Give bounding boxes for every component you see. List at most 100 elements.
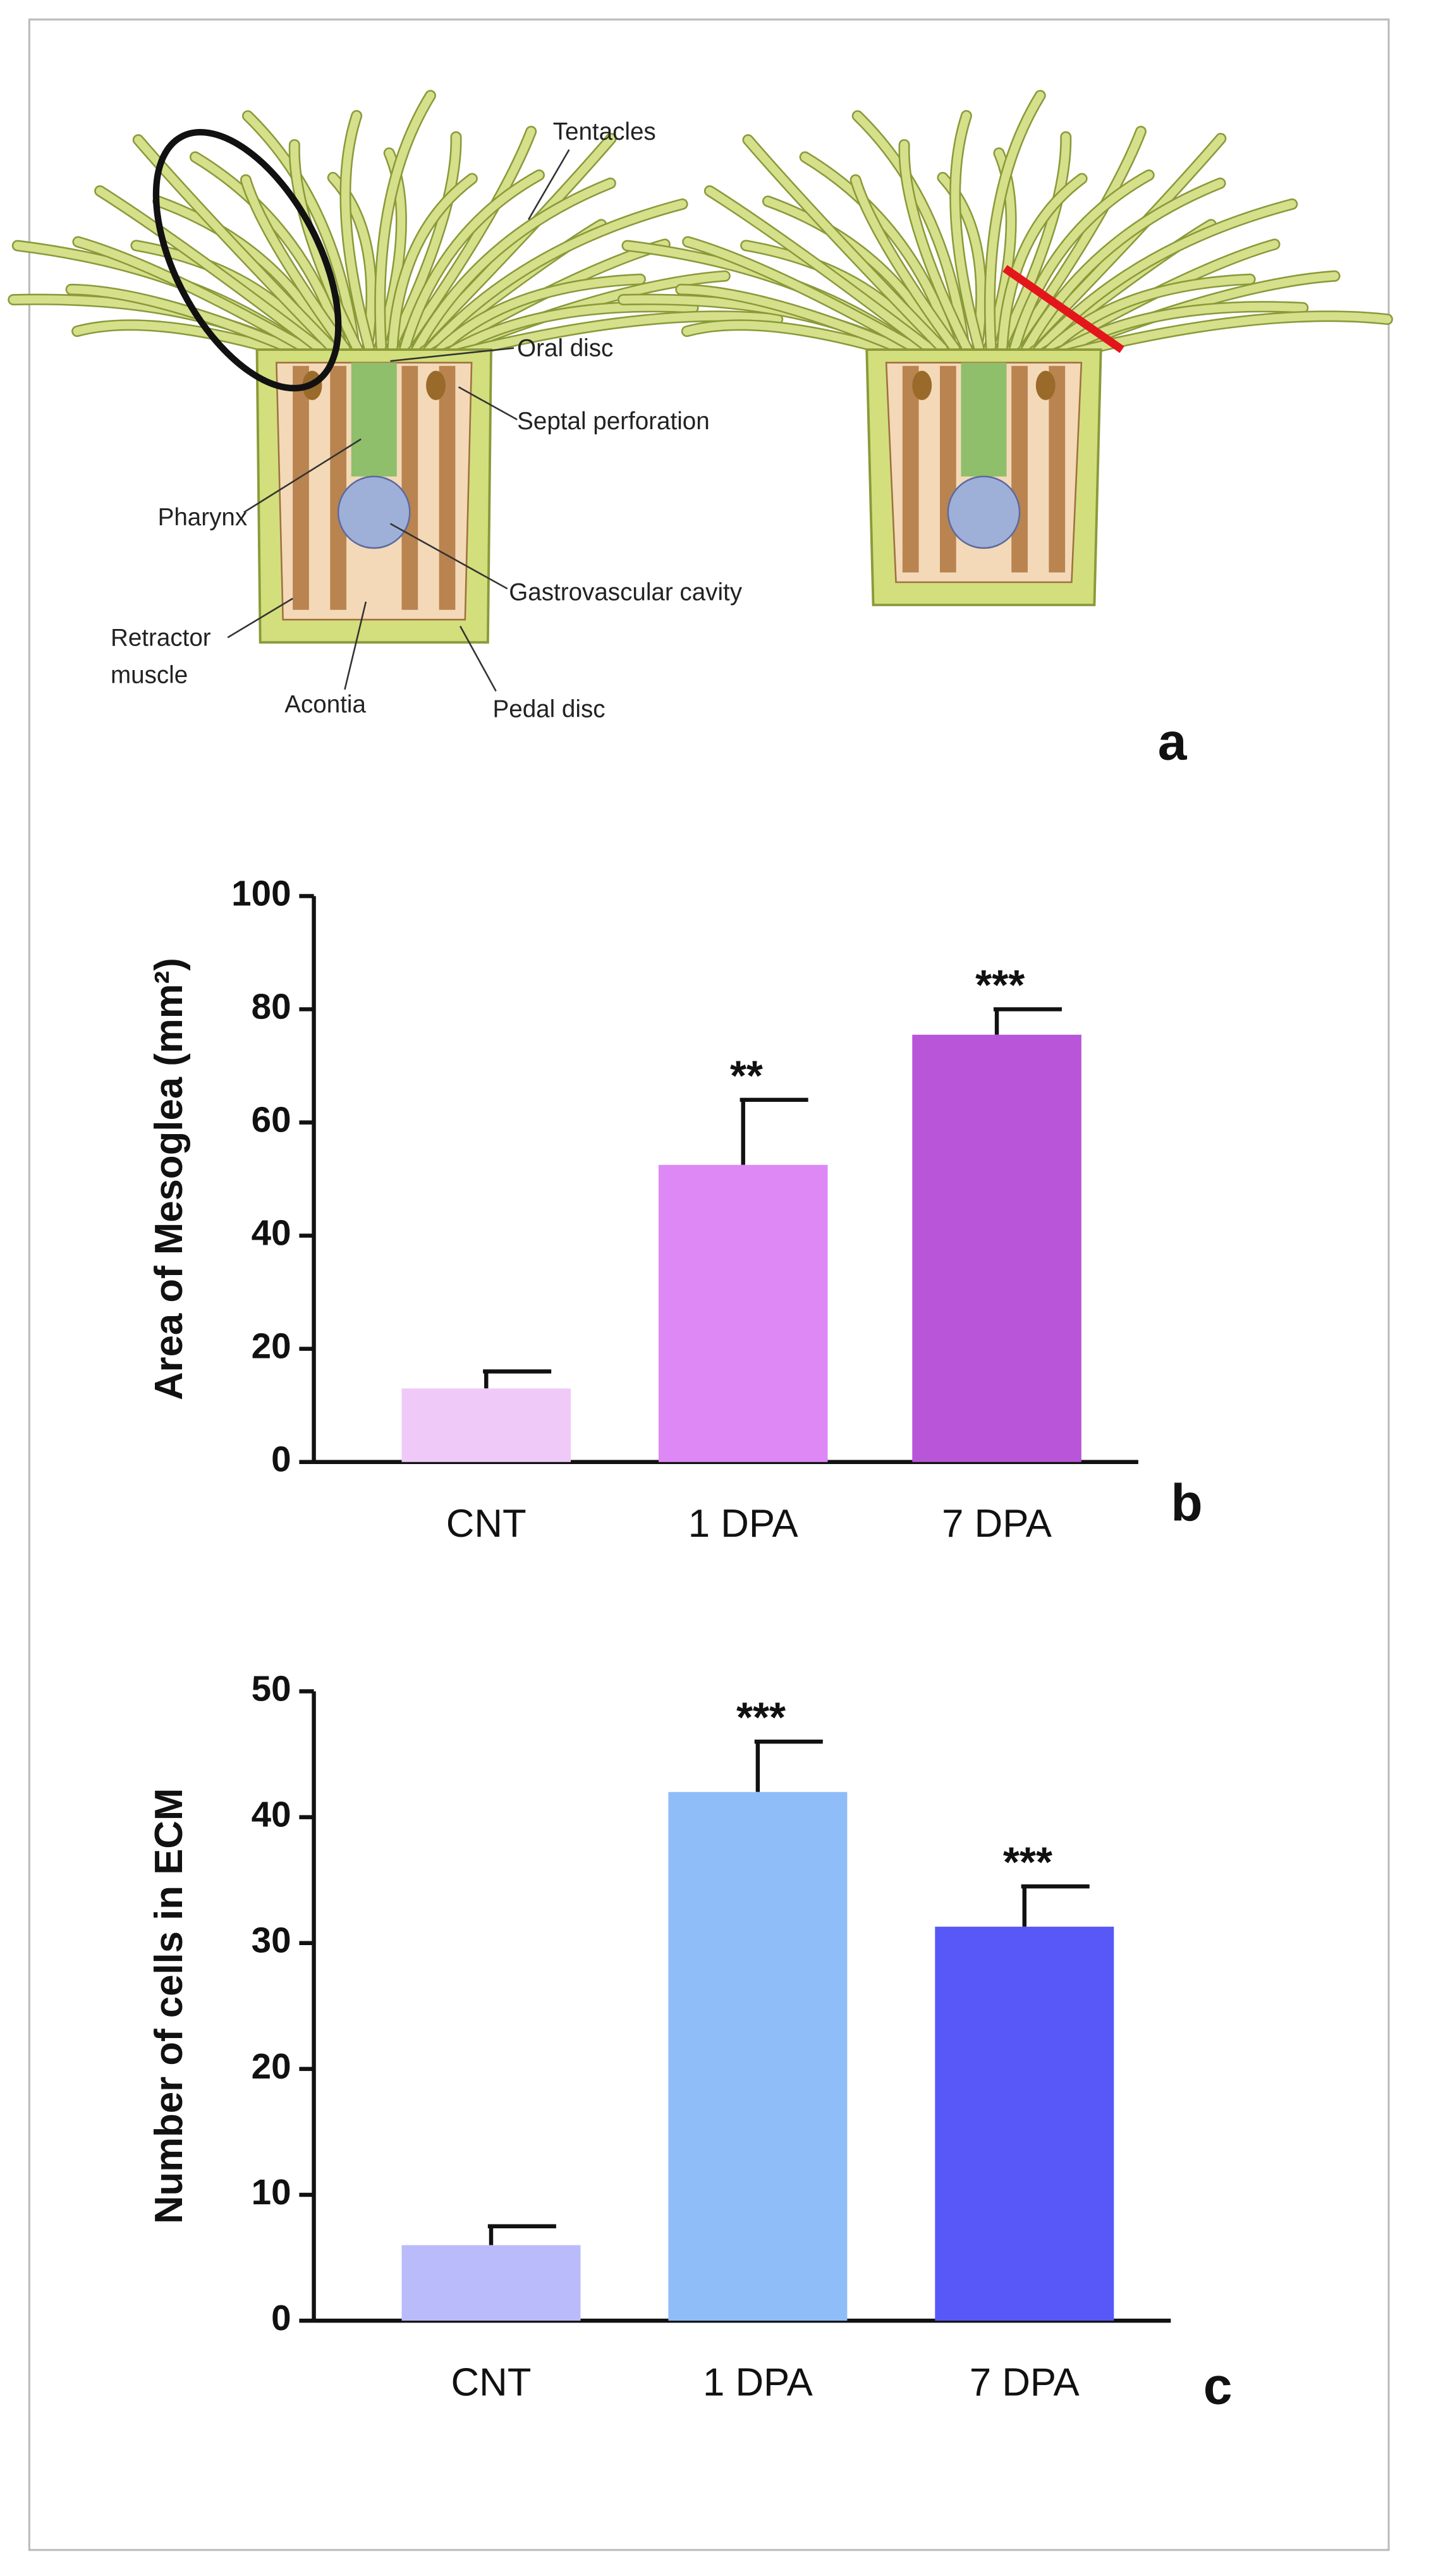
y-axis-label: Number of cells in ECM: [147, 1788, 191, 2224]
tentacle: [1018, 179, 1224, 360]
tentacle: [429, 275, 645, 360]
mesenteries: [947, 475, 1021, 549]
panel-label: a: [1158, 712, 1188, 771]
panel-label: b: [1171, 1474, 1202, 1532]
bar: [935, 1926, 1114, 2321]
tentacle: [419, 200, 687, 360]
bar: [668, 1792, 848, 2321]
tentacle: [67, 285, 314, 360]
septum: [1011, 365, 1028, 573]
bar: [912, 1034, 1081, 1462]
septum: [293, 365, 309, 610]
y-tick-label: 100: [231, 873, 291, 913]
septum: [902, 365, 919, 573]
label: Pharynx: [158, 504, 248, 531]
leader: [389, 523, 508, 590]
tentacle: [1050, 302, 1307, 360]
significance: ***: [1003, 1839, 1052, 1886]
highlight-ellipse: [152, 129, 342, 392]
y-tick-label: 10: [252, 2172, 291, 2212]
panel-label: c: [1203, 2357, 1233, 2415]
tentacle: [1008, 171, 1154, 360]
bar: [401, 1388, 571, 1462]
tentacle: [95, 186, 334, 360]
anemone-illustration: [8, 90, 1393, 644]
leader: [528, 149, 570, 220]
y-tick-label: 0: [271, 1439, 291, 1479]
y-tick-label: 80: [252, 987, 291, 1027]
cut-line: [1002, 265, 1124, 353]
label: Gastrovascular cavity: [509, 578, 742, 606]
tentacle: [1003, 127, 1145, 360]
bar: [658, 1164, 828, 1462]
label: Retractor: [111, 624, 211, 651]
tentacle: [683, 320, 913, 360]
tentacle: [388, 174, 477, 360]
label: muscle: [111, 661, 188, 688]
septum: [401, 365, 418, 610]
tentacle: [951, 111, 985, 360]
tentacle: [1029, 200, 1296, 360]
tentacle: [853, 111, 970, 360]
leader: [390, 347, 515, 362]
y-tick-label: 40: [252, 1213, 291, 1253]
tentacle: [73, 320, 303, 360]
x-tick-label: CNT: [446, 1502, 527, 1546]
tentacle: [744, 135, 954, 360]
tentacle: [398, 171, 544, 360]
tentacle: [992, 133, 1070, 360]
tentacle: [243, 111, 360, 360]
septum: [940, 365, 956, 573]
x-tick-label: 1 DPA: [688, 1502, 799, 1546]
y-tick-label: 20: [252, 2046, 291, 2086]
tentacle: [341, 111, 376, 360]
x-tick-label: 7 DPA: [942, 1502, 1052, 1546]
tentacle: [290, 140, 365, 360]
bar: [401, 2245, 581, 2321]
tentacle: [409, 179, 615, 360]
label: Septal perforation: [517, 408, 710, 435]
tentacle: [705, 186, 944, 360]
leader: [458, 386, 518, 420]
diagram-labels: Tentacles Oral disc Septal perforation P…: [111, 118, 1188, 771]
tentacle: [393, 127, 535, 360]
y-tick-label: 40: [252, 1795, 291, 1834]
significance: ***: [975, 961, 1025, 1009]
significance: ***: [736, 1694, 786, 1742]
tentacle: [191, 152, 350, 360]
label: Acontia: [284, 691, 366, 718]
tentacle: [900, 140, 975, 360]
significance: **: [730, 1052, 763, 1099]
pharynx: [961, 362, 1007, 477]
label: Tentacles: [553, 118, 656, 145]
tentacle: [985, 91, 1045, 360]
tentacle: [134, 135, 344, 360]
leader: [459, 625, 497, 692]
leader: [344, 601, 367, 690]
tentacle: [445, 312, 782, 360]
x-tick-label: 1 DPA: [703, 2360, 813, 2404]
leader: [243, 438, 362, 513]
tentacle: [683, 238, 934, 360]
septal-perforation: [426, 370, 446, 400]
y-tick-label: 50: [252, 1668, 291, 1708]
septum: [439, 365, 456, 610]
label: Pedal disc: [493, 696, 606, 723]
tentacle: [801, 152, 959, 360]
septum: [1049, 365, 1066, 573]
tentacle: [676, 285, 923, 360]
septal-perforation: [912, 370, 932, 400]
y-tick-label: 30: [252, 1920, 291, 1960]
leader: [227, 597, 293, 638]
y-tick-label: 0: [271, 2298, 291, 2338]
label: Oral disc: [517, 334, 613, 362]
x-tick-label: 7 DPA: [970, 2360, 1080, 2404]
tentacle: [375, 91, 435, 360]
x-tick-label: CNT: [451, 2360, 532, 2404]
tentacle: [997, 174, 1087, 360]
frame: [28, 18, 1390, 2551]
mesenteries: [337, 475, 411, 549]
y-axis-label: Area of Mesoglea (mm²): [147, 958, 191, 1400]
